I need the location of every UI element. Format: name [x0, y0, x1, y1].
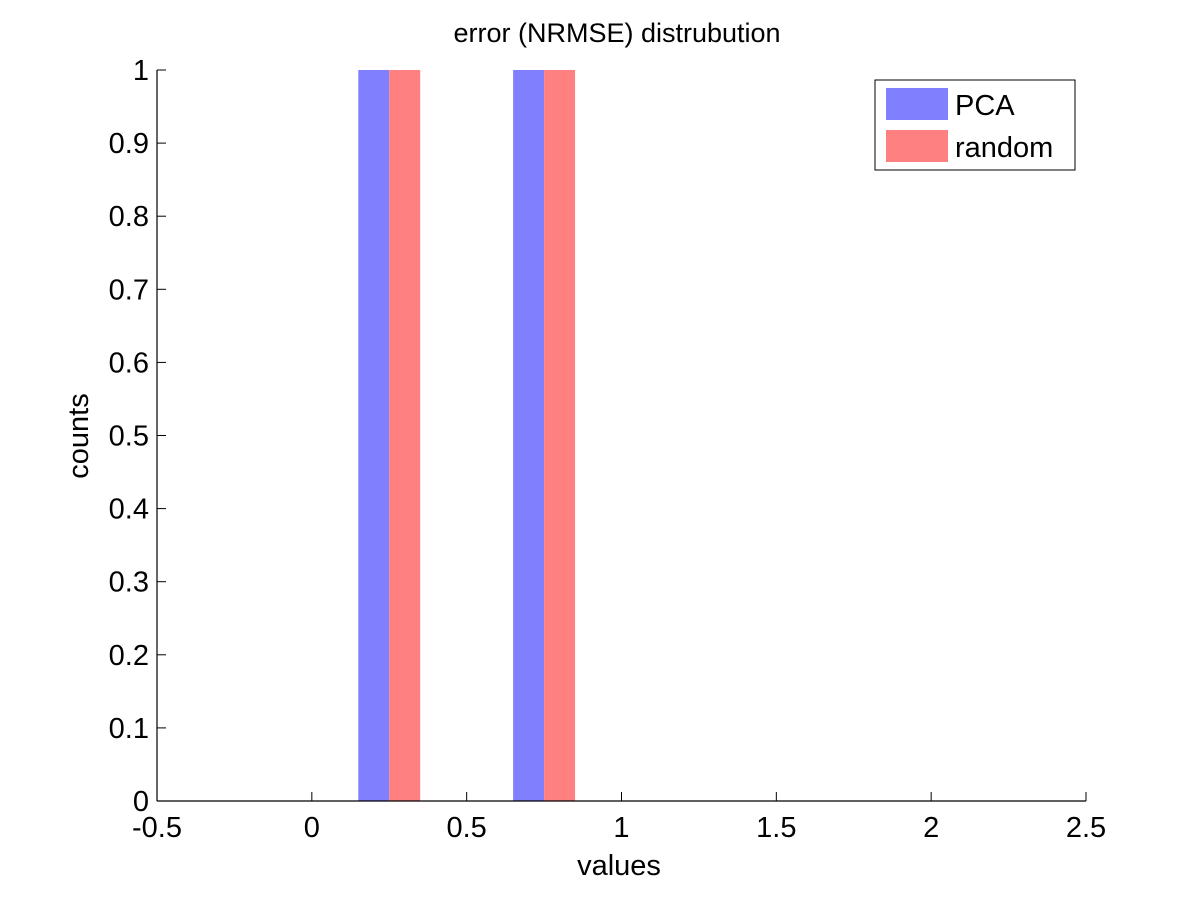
- x-tick-label: 0: [304, 812, 320, 844]
- y-tick-label: 0.8: [109, 201, 149, 233]
- y-tick-label: 0.6: [109, 347, 149, 379]
- y-axis-label: counts: [63, 393, 95, 478]
- bar-pca-1: [358, 70, 390, 801]
- y-tick-label: 0.5: [109, 421, 149, 453]
- bar-pca-2: [513, 70, 545, 801]
- x-tick-label: -0.5: [132, 812, 182, 844]
- y-ticks-group: 0 0.1 0.2 0.3 0.4 0.5 0.6 0.7 0.8 0.9 1: [109, 55, 166, 818]
- x-axis-label: values: [577, 850, 661, 882]
- y-tick-label: 0.9: [109, 128, 149, 160]
- x-tick-label: 2.5: [1066, 812, 1106, 844]
- x-tick-label: 1.5: [756, 812, 796, 844]
- y-tick-label: 0.3: [109, 567, 149, 599]
- legend-label-pca: PCA: [955, 90, 1015, 122]
- y-tick-label: 0: [133, 786, 149, 818]
- x-tick-label: 1: [613, 812, 629, 844]
- y-tick-label: 0.1: [109, 713, 149, 745]
- bar-random-2: [544, 70, 576, 801]
- y-tick-label: 0.2: [109, 640, 149, 672]
- bars-group: [358, 70, 576, 801]
- x-tick-label: 0.5: [447, 812, 487, 844]
- y-tick-label: 1: [133, 55, 149, 87]
- legend-label-random: random: [955, 132, 1053, 164]
- legend: PCA random: [874, 79, 1076, 171]
- y-tick-label: 0.4: [109, 494, 149, 526]
- x-ticks-group: -0.5 0 0.5 1 1.5 2 2.5: [132, 792, 1106, 844]
- bar-random-1: [389, 70, 421, 801]
- y-tick-label: 0.7: [109, 274, 149, 306]
- axes-group: [156, 70, 1086, 802]
- legend-swatch-random: [886, 130, 948, 162]
- chart-title: error (NRMSE) distrubution: [453, 18, 780, 48]
- x-tick-label: 2: [923, 812, 939, 844]
- legend-swatch-pca: [886, 88, 948, 120]
